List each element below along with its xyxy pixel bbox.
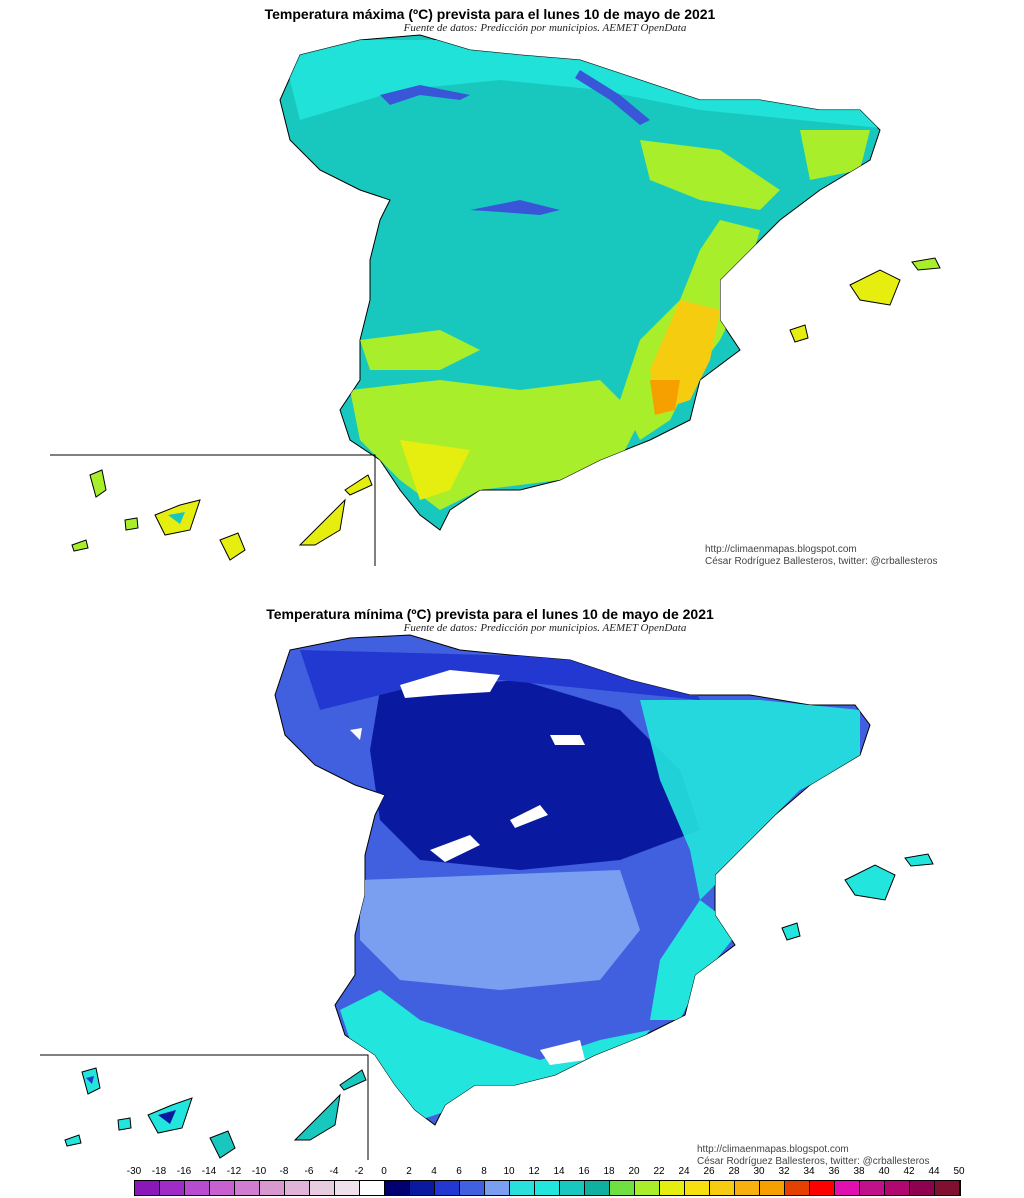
legend-label: 36 xyxy=(828,1166,840,1177)
legend-swatch xyxy=(135,1181,160,1195)
legend-label: 16 xyxy=(578,1166,590,1177)
legend-swatch xyxy=(935,1181,960,1195)
legend-label: 28 xyxy=(728,1166,740,1177)
legend-swatch xyxy=(260,1181,285,1195)
legend-label: -6 xyxy=(304,1166,314,1177)
mallorca-region xyxy=(849,269,901,306)
min-map-subtitle: Fuente de datos: Predicción por municipi… xyxy=(403,622,687,634)
temperature-legend: -30 -18 -16 -14 -12 -10 -8 -6 -4 -2 0 2 4 6 8 10 12 14 16 1… xyxy=(120,1166,980,1196)
legend-swatch xyxy=(235,1181,260,1195)
legend-label: 18 xyxy=(603,1166,615,1177)
legend-swatch xyxy=(585,1181,610,1195)
canary-inset-frame xyxy=(40,1054,369,1160)
legend-swatch xyxy=(810,1181,835,1195)
credit-url: http://climaenmapas.blogspot.com xyxy=(705,544,857,555)
mallorca-region xyxy=(844,864,896,901)
legend-swatch xyxy=(310,1181,335,1195)
legend-label: 42 xyxy=(903,1166,915,1177)
legend-label: 4 xyxy=(431,1166,437,1177)
legend-swatch xyxy=(285,1181,310,1195)
max-map-credits: http://climaenmapas.blogspot.com César R… xyxy=(705,544,937,568)
legend-label: 44 xyxy=(928,1166,940,1177)
credit-author: César Rodríguez Ballesteros, twitter: @c… xyxy=(705,556,938,567)
max-map-title: Temperatura máxima (ºC) prevista para el… xyxy=(264,6,716,22)
legend-label: 14 xyxy=(553,1166,565,1177)
min-map-credits: http://climaenmapas.blogspot.com César R… xyxy=(697,1144,929,1168)
legend-swatch xyxy=(535,1181,560,1195)
credit-author: César Rodríguez Ballesteros, twitter: @c… xyxy=(697,1156,930,1167)
legend-label: 24 xyxy=(678,1166,690,1177)
legend-swatch xyxy=(760,1181,785,1195)
legend-label: 26 xyxy=(703,1166,715,1177)
legend-label: -14 xyxy=(201,1166,217,1177)
legend-label: -4 xyxy=(329,1166,339,1177)
ibiza-region xyxy=(789,324,809,343)
max-map-subtitle: Fuente de datos: Predicción por municipi… xyxy=(403,22,687,34)
legend-swatch xyxy=(560,1181,585,1195)
legend-label: 2 xyxy=(406,1166,412,1177)
legend-swatch xyxy=(185,1181,210,1195)
legend-swatch xyxy=(710,1181,735,1195)
legend-swatch xyxy=(385,1181,410,1195)
legend-label: 6 xyxy=(456,1166,462,1177)
canary-inset-frame xyxy=(50,454,376,566)
legend-label: 20 xyxy=(628,1166,640,1177)
legend-swatch xyxy=(510,1181,535,1195)
legend-swatch xyxy=(610,1181,635,1195)
legend-swatch xyxy=(835,1181,860,1195)
legend-swatch xyxy=(910,1181,935,1195)
min-map-graphic xyxy=(40,634,934,1160)
legend-swatch xyxy=(335,1181,360,1195)
legend-label: -16 xyxy=(176,1166,192,1177)
legend-swatch xyxy=(210,1181,235,1195)
legend-color-bar xyxy=(134,1180,961,1196)
legend-label: -18 xyxy=(151,1166,167,1177)
min-temperature-map: Temperatura mínima (ºC) prevista para el… xyxy=(0,600,1024,1167)
legend-label: -2 xyxy=(354,1166,364,1177)
legend-label: 38 xyxy=(853,1166,865,1177)
legend-swatch xyxy=(860,1181,885,1195)
legend-swatch xyxy=(785,1181,810,1195)
legend-swatch xyxy=(885,1181,910,1195)
menorca-region xyxy=(911,257,941,271)
legend-label: -12 xyxy=(226,1166,242,1177)
legend-swatch xyxy=(635,1181,660,1195)
max-temperature-map: Temperatura máxima (ºC) prevista para el… xyxy=(0,0,1024,590)
legend-swatch xyxy=(410,1181,435,1195)
legend-swatch xyxy=(735,1181,760,1195)
legend-swatch xyxy=(460,1181,485,1195)
legend-label: 22 xyxy=(653,1166,665,1177)
ibiza-region xyxy=(781,922,801,941)
canary-islands xyxy=(64,1067,367,1159)
legend-label: -10 xyxy=(251,1166,267,1177)
legend-swatch xyxy=(435,1181,460,1195)
legend-swatch xyxy=(485,1181,510,1195)
menorca-region xyxy=(904,853,934,867)
legend-label: 30 xyxy=(753,1166,765,1177)
legend-label: 12 xyxy=(528,1166,540,1177)
canary-islands xyxy=(71,469,373,561)
credit-url: http://climaenmapas.blogspot.com xyxy=(697,1144,849,1155)
min-map-title: Temperatura mínima (ºC) prevista para el… xyxy=(266,606,714,622)
legend-label: 0 xyxy=(381,1166,387,1177)
legend-label: 8 xyxy=(481,1166,487,1177)
legend-label: -30 xyxy=(126,1166,142,1177)
max-map-graphic xyxy=(50,34,941,566)
legend-swatch xyxy=(160,1181,185,1195)
legend-label: 32 xyxy=(778,1166,790,1177)
legend-swatch xyxy=(360,1181,385,1195)
legend-label: 50 xyxy=(953,1166,965,1177)
legend-label: 40 xyxy=(878,1166,890,1177)
legend-label: -8 xyxy=(279,1166,289,1177)
legend-swatch xyxy=(685,1181,710,1195)
legend-swatch xyxy=(660,1181,685,1195)
legend-label: 10 xyxy=(503,1166,515,1177)
legend-label: 34 xyxy=(803,1166,815,1177)
